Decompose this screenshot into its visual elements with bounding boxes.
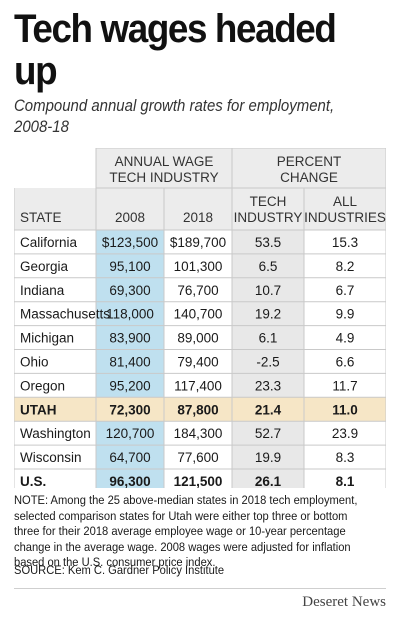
cell-all: 9.9: [336, 307, 355, 322]
utah-row-highlight: [14, 397, 386, 422]
cell-all: 11.7: [332, 378, 357, 393]
cell-state: UTAH: [20, 402, 57, 417]
col-header-1: 2008: [115, 210, 145, 225]
footnote: NOTE: Among the 25 above-median states i…: [14, 493, 358, 569]
cell-tech: 6.1: [259, 331, 278, 346]
cell-all: 8.1: [336, 474, 355, 488]
cell-tech: -2.5: [256, 354, 279, 369]
col-header-state: STATE: [20, 210, 62, 225]
cell-w2008: 64,700: [109, 450, 150, 465]
cell-tech: 6.5: [259, 259, 278, 274]
cell-w2008: 118,000: [106, 307, 154, 322]
cell-all: 8.3: [336, 450, 355, 465]
col-header-line2-3: INDUSTRY: [234, 210, 303, 225]
cell-all: 4.9: [336, 331, 355, 346]
page-title: Tech wages headed up: [14, 7, 337, 93]
cell-w2018: 121,500: [174, 474, 223, 488]
col-header-2: 2018: [183, 210, 213, 225]
cell-w2018: 140,700: [174, 307, 223, 322]
cell-state: Oregon: [20, 378, 65, 393]
cell-state: Indiana: [20, 283, 65, 298]
cell-w2018: 76,700: [177, 283, 218, 298]
cell-tech: 53.5: [255, 235, 281, 250]
cell-w2008: 81,400: [109, 354, 150, 369]
state-header-background: [14, 188, 96, 230]
cell-state: Michigan: [20, 331, 74, 346]
cell-all: 23.9: [332, 426, 358, 441]
cell-w2008: 120,700: [106, 426, 155, 441]
group-header-wage-line2: TECH INDUSTRY: [109, 170, 218, 185]
group-header-change-line2: CHANGE: [280, 170, 338, 185]
cell-tech: 52.7: [255, 426, 281, 441]
col-header-line1-4: ALL: [333, 194, 358, 209]
page-subtitle: Compound annual growth rates for employm…: [14, 96, 335, 136]
cell-tech: 10.7: [255, 283, 281, 298]
cell-w2018: 117,400: [174, 378, 222, 393]
cell-w2008: 95,100: [109, 259, 150, 274]
cell-w2018: $189,700: [170, 235, 226, 250]
cell-all: 15.3: [332, 235, 358, 250]
cell-state: Ohio: [20, 354, 49, 369]
wage-table: ANNUAL WAGE TECH INDUSTRY PERCENT CHANGE STA…: [13, 147, 387, 494]
cell-state: Massachusetts: [20, 307, 110, 322]
cell-w2008: $123,500: [102, 235, 158, 250]
cell-all: 6.7: [336, 283, 355, 298]
cell-tech: 23.3: [255, 378, 281, 393]
cell-w2018: 87,800: [177, 402, 218, 417]
cell-all: 11.0: [332, 402, 358, 417]
cell-w2018: 79,400: [177, 354, 218, 369]
header-background: [96, 148, 386, 230]
col-header-line2-4: INDUSTRIES: [304, 210, 386, 225]
cell-state: Wisconsin: [20, 450, 82, 465]
cell-w2008: 83,900: [109, 331, 150, 346]
cell-tech: 19.9: [255, 450, 281, 465]
cell-w2018: 101,300: [174, 259, 223, 274]
cell-w2018: 89,000: [177, 331, 218, 346]
group-header-change-line1: PERCENT: [277, 154, 342, 169]
cell-all: 8.2: [336, 259, 355, 274]
col-2008-background: [96, 230, 164, 493]
group-header-wage-line1: ANNUAL WAGE: [115, 154, 214, 169]
cell-w2018: 184,300: [174, 426, 223, 441]
cell-w2018: 77,600: [177, 450, 218, 465]
cell-state: U.S.: [20, 474, 46, 488]
cell-tech: 19.2: [255, 307, 281, 322]
cell-state: Georgia: [20, 259, 69, 274]
cell-state: California: [20, 235, 78, 250]
cell-w2008: 72,300: [109, 402, 150, 417]
col-header-line1-3: TECH: [250, 194, 287, 209]
cell-tech: 26.1: [255, 474, 282, 488]
cell-w2008: 96,300: [109, 474, 150, 488]
cell-state: Washington: [20, 426, 91, 441]
brand-logo: Deseret News: [302, 594, 386, 610]
cell-w2008: 95,200: [109, 378, 150, 393]
cell-all: 6.6: [336, 354, 355, 369]
cell-w2008: 69,300: [109, 283, 150, 298]
source-line: SOURCE: Kem C. Gardner Policy Institute: [14, 563, 225, 577]
cell-tech: 21.4: [255, 402, 282, 417]
col-tech-background: [232, 230, 304, 493]
footer-divider: [14, 588, 386, 589]
